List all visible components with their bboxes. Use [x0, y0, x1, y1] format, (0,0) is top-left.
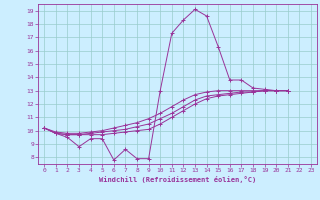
X-axis label: Windchill (Refroidissement éolien,°C): Windchill (Refroidissement éolien,°C) [99, 176, 256, 183]
